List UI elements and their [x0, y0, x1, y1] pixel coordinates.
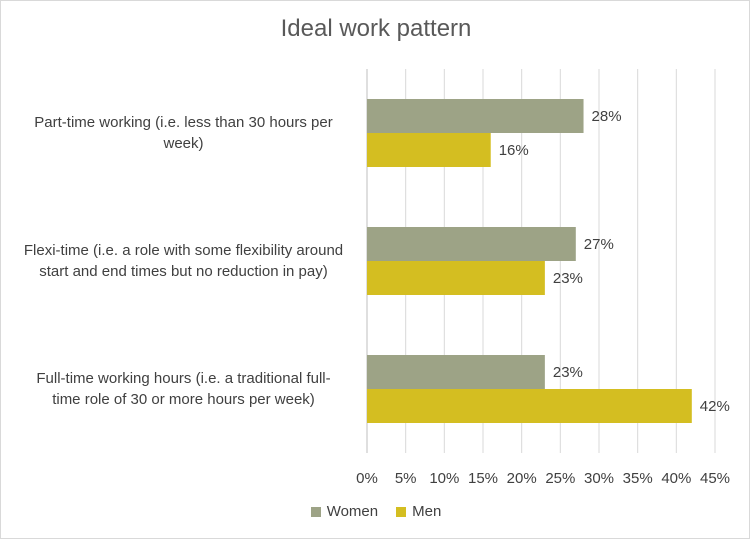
x-tick-label: 25% [545, 470, 575, 487]
legend-item-men: Men [396, 503, 441, 520]
data-label-women: 23% [553, 364, 583, 381]
legend: Women Men [1, 503, 750, 520]
x-tick-label: 35% [623, 470, 653, 487]
category-label-line: Part-time working (i.e. less than 30 hou… [34, 114, 333, 131]
x-tick-label: 5% [395, 470, 417, 487]
x-tick-label: 45% [700, 470, 730, 487]
bar-men [367, 133, 491, 167]
category-label-line: time role of 30 or more hours per week) [52, 391, 315, 408]
category-label-line: Full-time working hours (i.e. a traditio… [36, 370, 331, 387]
x-tick-label: 40% [661, 470, 691, 487]
chart-title: Ideal work pattern [280, 15, 472, 42]
bar-women [367, 355, 545, 389]
category-label-line: Flexi-time (i.e. a role with some flexib… [23, 242, 344, 259]
data-label-women: 28% [592, 108, 622, 125]
category-label-line: start and end times but no reduction in … [39, 263, 328, 280]
x-tick-label: 20% [507, 470, 537, 487]
data-label-men: 16% [499, 142, 529, 159]
x-tick-label: 0% [356, 470, 378, 487]
category-label: Full-time working hours (i.e. a traditio… [11, 368, 356, 410]
legend-label-women: Women [326, 503, 379, 520]
legend-item-women: Women [310, 503, 379, 520]
legend-swatch-women [310, 506, 321, 517]
data-label-women: 27% [584, 236, 614, 253]
bar-men [367, 261, 545, 295]
bar-women [367, 99, 584, 133]
x-tick-label: 30% [584, 470, 614, 487]
x-tick-label: 15% [468, 470, 498, 487]
category-label: Flexi-time (i.e. a role with some flexib… [11, 240, 356, 282]
x-tick-label: 10% [429, 470, 459, 487]
category-label-line: week) [163, 135, 204, 152]
category-label: Part-time working (i.e. less than 30 hou… [11, 112, 356, 154]
data-label-men: 23% [553, 270, 583, 287]
bar-women [367, 227, 576, 261]
legend-label-men: Men [412, 503, 442, 520]
bar-men [367, 389, 692, 423]
data-label-men: 42% [700, 398, 730, 415]
legend-swatch-men [396, 506, 407, 517]
